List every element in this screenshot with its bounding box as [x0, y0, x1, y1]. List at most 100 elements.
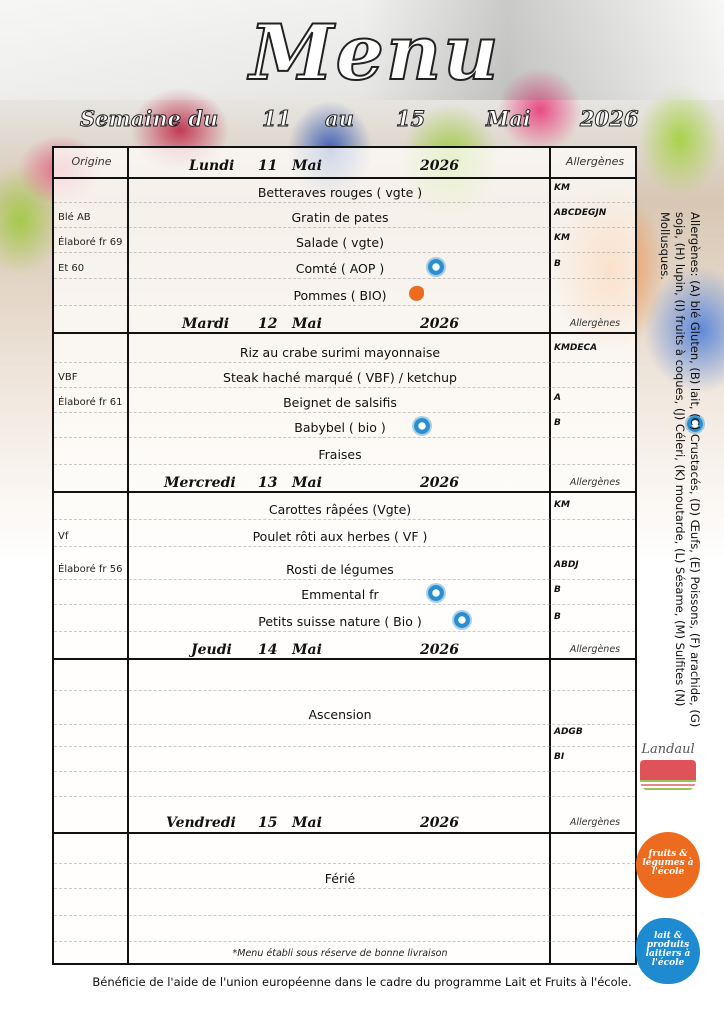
dish-name: Comté ( AOP ) — [295, 261, 385, 276]
week-year: 2026 — [579, 106, 639, 132]
row-divider — [54, 746, 635, 747]
day-number: 11 — [258, 158, 278, 174]
day-month: Mai — [292, 475, 322, 491]
allergen-codes: KM — [554, 233, 570, 243]
row-divider — [54, 305, 635, 306]
row-divider — [54, 519, 635, 520]
divider — [54, 491, 635, 493]
landaul-logo-text: Landaul — [641, 742, 695, 757]
origin-cell: Et 60 — [58, 263, 85, 274]
origin-cell: Élaboré fr 61 — [58, 397, 123, 408]
allergen-codes: KM — [554, 183, 570, 193]
day-month: Mai — [292, 158, 322, 174]
dish-name: Petits suisse nature ( Bio ) — [258, 614, 422, 629]
row-divider — [54, 888, 635, 889]
day-name: Mercredi — [164, 475, 236, 491]
allergen-codes: B — [554, 585, 561, 595]
lait-icon — [454, 612, 470, 628]
dish-name: Gratin de pates — [291, 210, 389, 225]
day-number: 13 — [258, 475, 278, 491]
divider — [54, 177, 635, 179]
dish-name: Betteraves rouges ( vgte ) — [257, 185, 423, 200]
week-end: 15 — [395, 106, 426, 132]
divider — [54, 658, 635, 660]
day-name: Jeudi — [191, 642, 232, 658]
divider — [54, 832, 635, 834]
day-name: Vendredi — [166, 815, 236, 831]
row-divider — [54, 771, 635, 772]
week-month: Mai — [486, 106, 532, 132]
lait-icon — [428, 259, 444, 275]
dish-name: Beignet de salsifis — [283, 395, 397, 410]
day-year: 2026 — [420, 642, 459, 658]
lait-icon — [428, 585, 444, 601]
dish-name: Salade ( vgte) — [296, 235, 384, 250]
origin-cell: Élaboré fr 69 — [58, 237, 123, 248]
lait-icon — [414, 418, 430, 434]
allergen-codes: KMDECA — [554, 343, 598, 353]
row-divider — [54, 579, 635, 580]
allergen-codes: ABCDEGJN — [554, 208, 607, 218]
day-name: Mardi — [182, 316, 230, 332]
table-overlay — [54, 148, 635, 963]
origin-cell: VBF — [58, 372, 78, 383]
dish-name: Poulet rôti aux herbes ( VF ) — [252, 529, 428, 544]
row-divider — [54, 863, 635, 864]
delivery-note: *Menu établi sous réserve de bonne livra… — [232, 948, 448, 959]
origin-cell: Vf — [58, 531, 69, 542]
divider — [127, 148, 129, 963]
row-divider — [54, 387, 635, 388]
photo-overlay — [0, 0, 724, 100]
row-divider — [54, 690, 635, 691]
dish-name: Babybel ( bio ) — [294, 420, 386, 435]
allergen-codes: BI — [554, 752, 565, 762]
fruit-icon — [409, 286, 424, 301]
row-divider — [54, 604, 635, 605]
village-icon — [640, 760, 696, 780]
week-mid: au — [325, 106, 355, 132]
row-divider — [54, 464, 635, 465]
dish-name: Emmental fr — [301, 587, 379, 602]
row-divider — [54, 546, 635, 547]
landaul-logo: Landaul — [636, 742, 700, 815]
allergen-codes: ABDJ — [554, 560, 579, 570]
day-year: 2026 — [420, 475, 459, 491]
eu-footer: Bénéficie de l'aide de l'union européenn… — [92, 975, 632, 989]
dish-name: Ascension — [308, 707, 372, 722]
dish-name: Rosti de légumes — [286, 562, 394, 577]
allergens-label: Allergènes — [569, 644, 621, 655]
header-allergens: Allergènes — [565, 155, 625, 168]
allergen-codes: B — [554, 612, 561, 622]
allergens-label: Allergènes — [569, 477, 621, 488]
origin-cell: Élaboré fr 56 — [58, 564, 123, 575]
day-month: Mai — [292, 642, 322, 658]
divider — [549, 148, 551, 963]
week-start: 11 — [261, 106, 292, 132]
allergen-codes: B — [554, 418, 561, 428]
fruits-legumes-logo: fruits & légumes à l'école — [636, 832, 700, 898]
page-title: Menu — [249, 7, 501, 98]
allergen-codes: A — [554, 393, 561, 403]
week-prefix: Semaine du — [79, 106, 219, 132]
dish-name: Riz au crabe surimi mayonnaise — [239, 345, 441, 360]
allergens-label: Allergènes — [569, 817, 621, 828]
day-number: 15 — [258, 815, 278, 831]
row-divider — [54, 437, 635, 438]
row-divider — [54, 915, 635, 916]
day-name: Lundi — [189, 158, 235, 174]
fields-icon — [640, 780, 696, 792]
day-year: 2026 — [420, 815, 459, 831]
allergen-codes: ADGB — [554, 727, 583, 737]
menu-table: Origine Allergènes Lundi 11 Mai 2026 Bettera… — [52, 146, 703, 965]
origin-cell: Blé AB — [58, 212, 91, 223]
row-divider — [54, 252, 635, 253]
day-number: 14 — [258, 642, 278, 658]
dish-name: Steak haché marqué ( VBF) / ketchup — [223, 370, 457, 385]
row-divider — [54, 362, 635, 363]
allergen-legend: Allergènes: (A) blé Gluten, (B) lait, (C… — [658, 212, 702, 728]
lait-produits-logo: lait & produits laitiers à l'école — [636, 918, 700, 984]
day-year: 2026 — [420, 316, 459, 332]
day-year: 2026 — [420, 158, 459, 174]
dish-name: Fraises — [318, 447, 362, 462]
allergen-codes: KM — [554, 500, 570, 510]
